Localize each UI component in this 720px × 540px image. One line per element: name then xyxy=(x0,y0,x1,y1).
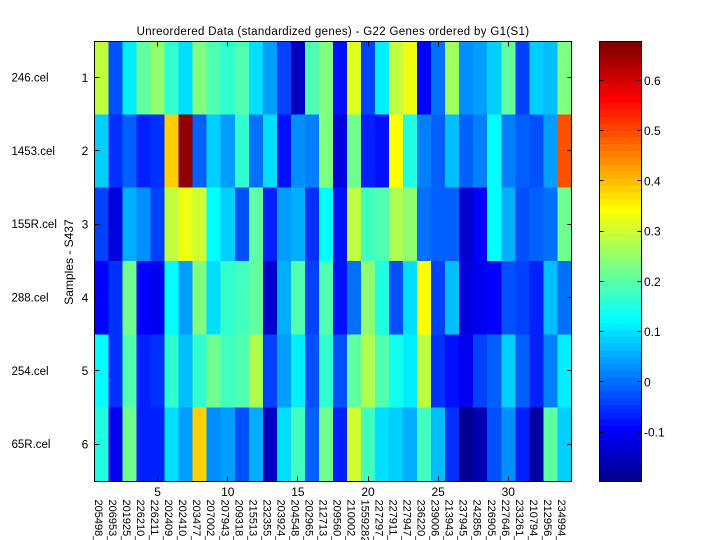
svg-text:239006_at: 239006_at xyxy=(429,500,441,540)
svg-text:30: 30 xyxy=(502,485,516,499)
svg-text:227947_at: 227947_at xyxy=(401,500,413,540)
svg-text:5: 5 xyxy=(82,364,89,378)
svg-text:65R.cel: 65R.cel xyxy=(12,439,51,451)
svg-text:207943_at: 207943_at xyxy=(218,500,230,540)
svg-text:226211_at: 226211_at xyxy=(148,500,160,540)
svg-text:254.cel: 254.cel xyxy=(12,366,49,378)
svg-text:288.cel: 288.cel xyxy=(12,293,49,305)
svg-text:2: 2 xyxy=(82,144,89,158)
svg-text:233261_at: 233261_at xyxy=(513,500,525,540)
svg-text:210002_at: 210002_at xyxy=(344,500,356,540)
svg-text:246.cel: 246.cel xyxy=(12,73,49,85)
svg-text:206953_at: 206953_at xyxy=(106,500,118,540)
svg-text:242856_at: 242856_at xyxy=(471,500,483,540)
svg-text:6: 6 xyxy=(82,438,89,452)
svg-text:210794_at: 210794_at xyxy=(527,500,539,540)
svg-text:202410_at: 202410_at xyxy=(176,500,188,540)
svg-text:212956_at: 212956_at xyxy=(541,500,553,540)
svg-text:1559282_at: 1559282_at xyxy=(359,500,371,540)
svg-text:1453.cel: 1453.cel xyxy=(12,146,55,158)
svg-text:205498_at: 205498_at xyxy=(92,500,104,540)
svg-text:202965_at: 202965_at xyxy=(302,500,314,540)
svg-text:0.3: 0.3 xyxy=(644,225,661,239)
svg-text:209318_at: 209318_at xyxy=(232,500,244,540)
svg-text:5: 5 xyxy=(154,485,161,499)
svg-text:155R.cel: 155R.cel xyxy=(12,219,57,231)
svg-text:201925_at: 201925_at xyxy=(120,500,132,540)
svg-text:212713_at: 212713_at xyxy=(316,500,328,540)
svg-text:Samples - S437: Samples - S437 xyxy=(62,219,76,305)
svg-text:0.5: 0.5 xyxy=(644,124,661,138)
svg-text:236220_at: 236220_at xyxy=(415,500,427,540)
svg-text:226210_at: 226210_at xyxy=(134,500,146,540)
svg-text:0.1: 0.1 xyxy=(644,325,661,339)
svg-text:204548_at: 204548_at xyxy=(288,500,300,540)
svg-text:209560_at: 209560_at xyxy=(330,500,342,540)
svg-text:3: 3 xyxy=(82,218,89,232)
svg-text:227297_at: 227297_at xyxy=(373,500,385,540)
svg-text:0.6: 0.6 xyxy=(644,74,661,88)
svg-text:227646_at: 227646_at xyxy=(499,500,511,540)
svg-text:0: 0 xyxy=(644,375,651,389)
svg-text:203477_at: 203477_at xyxy=(190,500,202,540)
svg-text:207002_at: 207002_at xyxy=(204,500,216,540)
svg-text:203924_at: 203924_at xyxy=(274,500,286,540)
svg-text:226905_at: 226905_at xyxy=(485,500,497,540)
svg-text:10: 10 xyxy=(221,485,235,499)
svg-text:0.2: 0.2 xyxy=(644,275,661,289)
svg-text:234994_at: 234994_at xyxy=(555,500,567,540)
svg-text:20: 20 xyxy=(361,485,375,499)
svg-text:-0.1: -0.1 xyxy=(644,426,665,440)
svg-text:227911_at: 227911_at xyxy=(387,500,399,540)
svg-text:232355_at: 232355_at xyxy=(260,500,272,540)
svg-text:213943_at: 213943_at xyxy=(443,500,455,540)
svg-text:25: 25 xyxy=(431,485,445,499)
svg-text:202409_at: 202409_at xyxy=(162,500,174,540)
svg-text:Unreordered Data (standardized: Unreordered Data (standardized genes) - … xyxy=(137,26,530,38)
svg-text:4: 4 xyxy=(82,291,89,305)
svg-text:237945_at: 237945_at xyxy=(457,500,469,540)
svg-text:1: 1 xyxy=(82,71,89,85)
svg-text:215513_at: 215513_at xyxy=(246,500,258,540)
svg-text:15: 15 xyxy=(291,485,305,499)
svg-text:0.4: 0.4 xyxy=(644,174,661,188)
